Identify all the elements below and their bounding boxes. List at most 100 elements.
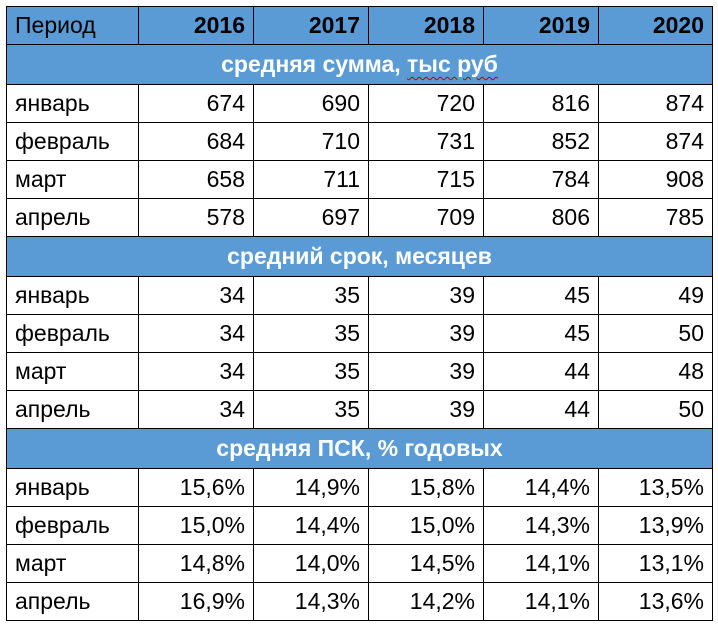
section-header-row: средний срок, месяцев xyxy=(6,236,713,277)
value-cell-2017: 35 xyxy=(253,314,369,353)
value-cell-2019: 44 xyxy=(483,352,599,391)
table-row: март 658 711 715 784 908 xyxy=(6,160,713,199)
value-cell-2017: 14,9% xyxy=(253,468,369,507)
table-row: март 34 35 39 44 48 xyxy=(6,352,713,391)
value-cell-2020: 13,1% xyxy=(598,544,713,583)
section-title: средняя сумма, тыс руб xyxy=(6,44,713,85)
value-cell-2016: 658 xyxy=(138,160,254,199)
value-cell-2016: 34 xyxy=(138,390,254,429)
section-header-row: средняя ПСК, % годовых xyxy=(6,428,713,469)
value-cell-2020: 874 xyxy=(598,84,713,123)
value-cell-2020: 785 xyxy=(598,198,713,237)
month-cell: апрель xyxy=(6,582,139,621)
value-cell-2020: 50 xyxy=(598,390,713,429)
value-cell-2016: 34 xyxy=(138,276,254,315)
table-row: апрель 578 697 709 806 785 xyxy=(6,198,713,237)
value-cell-2018: 715 xyxy=(368,160,484,199)
table-body: средняя сумма, тыс руб январь 674 690 720 816… xyxy=(6,44,713,621)
month-cell: январь xyxy=(6,84,139,123)
value-cell-2019: 14,4% xyxy=(483,468,599,507)
section-title: средняя ПСК, % годовых xyxy=(6,428,713,469)
table-row: апрель 34 35 39 44 50 xyxy=(6,390,713,429)
value-cell-2020: 874 xyxy=(598,122,713,161)
value-cell-2018: 39 xyxy=(368,276,484,315)
section-title-unit: тыс руб xyxy=(407,51,498,77)
value-cell-2017: 710 xyxy=(253,122,369,161)
stats-table: Период 2016 2017 2018 2019 2020 средняя … xyxy=(6,6,713,621)
section-title-text: средний срок, месяцев xyxy=(227,243,492,269)
table-row: февраль 684 710 731 852 874 xyxy=(6,122,713,161)
value-cell-2016: 684 xyxy=(138,122,254,161)
value-cell-2016: 14,8% xyxy=(138,544,254,583)
section-title-text: средняя сумма, xyxy=(221,51,408,77)
table-row: февраль 34 35 39 45 50 xyxy=(6,314,713,353)
value-cell-2019: 852 xyxy=(483,122,599,161)
table-row: февраль 15,0% 14,4% 15,0% 14,3% 13,9% xyxy=(6,506,713,545)
value-cell-2020: 13,5% xyxy=(598,468,713,507)
section-title-text: средняя ПСК, % годовых xyxy=(216,435,503,461)
section-header-row: средняя сумма, тыс руб xyxy=(6,44,713,85)
value-cell-2017: 35 xyxy=(253,390,369,429)
value-cell-2018: 15,0% xyxy=(368,506,484,545)
value-cell-2020: 908 xyxy=(598,160,713,199)
value-cell-2018: 720 xyxy=(368,84,484,123)
value-cell-2020: 13,6% xyxy=(598,582,713,621)
value-cell-2017: 711 xyxy=(253,160,369,199)
period-header: Период xyxy=(6,6,139,45)
value-cell-2016: 34 xyxy=(138,352,254,391)
value-cell-2017: 14,0% xyxy=(253,544,369,583)
value-cell-2016: 578 xyxy=(138,198,254,237)
year-header-2020: 2020 xyxy=(598,6,713,45)
value-cell-2019: 784 xyxy=(483,160,599,199)
value-cell-2017: 690 xyxy=(253,84,369,123)
value-cell-2020: 49 xyxy=(598,276,713,315)
value-cell-2020: 13,9% xyxy=(598,506,713,545)
value-cell-2016: 674 xyxy=(138,84,254,123)
value-cell-2018: 14,2% xyxy=(368,582,484,621)
table-row: апрель 16,9% 14,3% 14,2% 14,1% 13,6% xyxy=(6,582,713,621)
month-cell: январь xyxy=(6,468,139,507)
month-cell: апрель xyxy=(6,198,139,237)
value-cell-2018: 14,5% xyxy=(368,544,484,583)
value-cell-2019: 44 xyxy=(483,390,599,429)
year-header-2017: 2017 xyxy=(253,6,369,45)
value-cell-2020: 50 xyxy=(598,314,713,353)
value-cell-2017: 697 xyxy=(253,198,369,237)
month-cell: февраль xyxy=(6,506,139,545)
value-cell-2018: 709 xyxy=(368,198,484,237)
value-cell-2016: 34 xyxy=(138,314,254,353)
value-cell-2016: 15,6% xyxy=(138,468,254,507)
value-cell-2017: 35 xyxy=(253,276,369,315)
table-header: Период 2016 2017 2018 2019 2020 xyxy=(6,6,713,45)
month-cell: апрель xyxy=(6,390,139,429)
value-cell-2019: 816 xyxy=(483,84,599,123)
value-cell-2020: 48 xyxy=(598,352,713,391)
value-cell-2018: 39 xyxy=(368,390,484,429)
value-cell-2017: 35 xyxy=(253,352,369,391)
year-header-2018: 2018 xyxy=(368,6,484,45)
value-cell-2017: 14,4% xyxy=(253,506,369,545)
table-row: январь 674 690 720 816 874 xyxy=(6,84,713,123)
value-cell-2016: 15,0% xyxy=(138,506,254,545)
month-cell: февраль xyxy=(6,314,139,353)
value-cell-2019: 45 xyxy=(483,314,599,353)
value-cell-2018: 39 xyxy=(368,314,484,353)
section-title: средний срок, месяцев xyxy=(6,236,713,277)
table-row: январь 34 35 39 45 49 xyxy=(6,276,713,315)
value-cell-2018: 15,8% xyxy=(368,468,484,507)
month-cell: январь xyxy=(6,276,139,315)
header-row: Период 2016 2017 2018 2019 2020 xyxy=(6,6,713,45)
month-cell: март xyxy=(6,160,139,199)
table-row: январь 15,6% 14,9% 15,8% 14,4% 13,5% xyxy=(6,468,713,507)
month-cell: февраль xyxy=(6,122,139,161)
value-cell-2019: 14,1% xyxy=(483,582,599,621)
month-cell: март xyxy=(6,352,139,391)
value-cell-2019: 45 xyxy=(483,276,599,315)
value-cell-2019: 14,3% xyxy=(483,506,599,545)
value-cell-2016: 16,9% xyxy=(138,582,254,621)
value-cell-2018: 39 xyxy=(368,352,484,391)
value-cell-2019: 14,1% xyxy=(483,544,599,583)
value-cell-2019: 806 xyxy=(483,198,599,237)
value-cell-2018: 731 xyxy=(368,122,484,161)
month-cell: март xyxy=(6,544,139,583)
